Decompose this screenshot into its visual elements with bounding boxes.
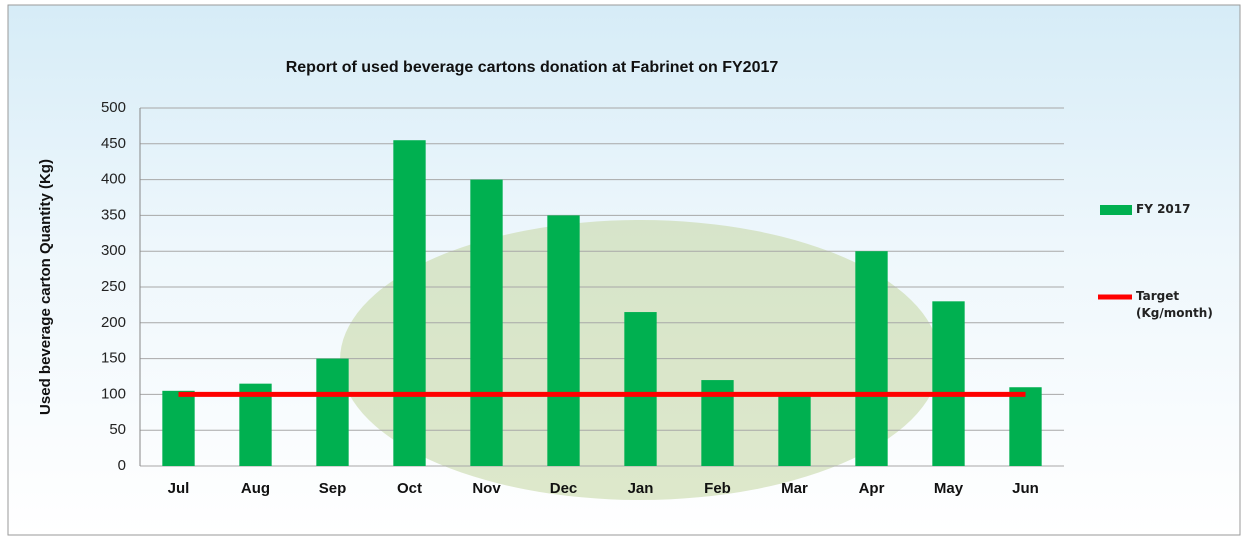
page: Report of used beverage cartons donation… (0, 0, 1247, 540)
y-tick-label: 450 (101, 135, 126, 152)
y-tick-label: 300 (101, 242, 126, 259)
y-tick-label: 50 (109, 421, 126, 438)
y-tick-label: 100 (101, 385, 126, 402)
bar (932, 301, 964, 466)
x-tick-label: Jan (628, 480, 654, 497)
x-tick-label: Feb (704, 480, 731, 497)
legend-label: FY 2017 (1136, 201, 1226, 218)
bar (547, 215, 579, 466)
chart: Report of used beverage cartons donation… (0, 0, 1247, 540)
bar (470, 180, 502, 466)
bar (393, 140, 425, 466)
legend-label: Target (Kg/month) (1136, 288, 1226, 322)
y-tick-label: 0 (118, 457, 126, 474)
y-tick-label: 400 (101, 171, 126, 188)
x-tick-label: Mar (781, 480, 808, 497)
bar (855, 251, 887, 466)
x-tick-label: Aug (241, 480, 270, 497)
bar (316, 359, 348, 466)
bar (624, 312, 656, 466)
y-axis-label: Used beverage carton Quantity (Kg) (37, 159, 54, 415)
x-tick-label: Sep (319, 480, 347, 497)
x-tick-label: Apr (859, 480, 885, 497)
x-tick-label: Jul (168, 480, 190, 497)
chart-title: Report of used beverage cartons donation… (286, 59, 779, 76)
bar (162, 391, 194, 466)
legend-swatch (1100, 205, 1132, 215)
x-tick-label: May (934, 480, 964, 497)
bar (778, 394, 810, 466)
y-tick-label: 150 (101, 350, 126, 367)
x-tick-label: Nov (472, 480, 501, 497)
y-tick-label: 250 (101, 278, 126, 295)
bar (1009, 387, 1041, 466)
y-tick-label: 200 (101, 314, 126, 331)
x-tick-label: Dec (550, 480, 578, 497)
x-tick-label: Jun (1012, 480, 1039, 497)
y-tick-label: 500 (101, 99, 126, 116)
y-tick-label: 350 (101, 206, 126, 223)
x-tick-label: Oct (397, 480, 422, 497)
